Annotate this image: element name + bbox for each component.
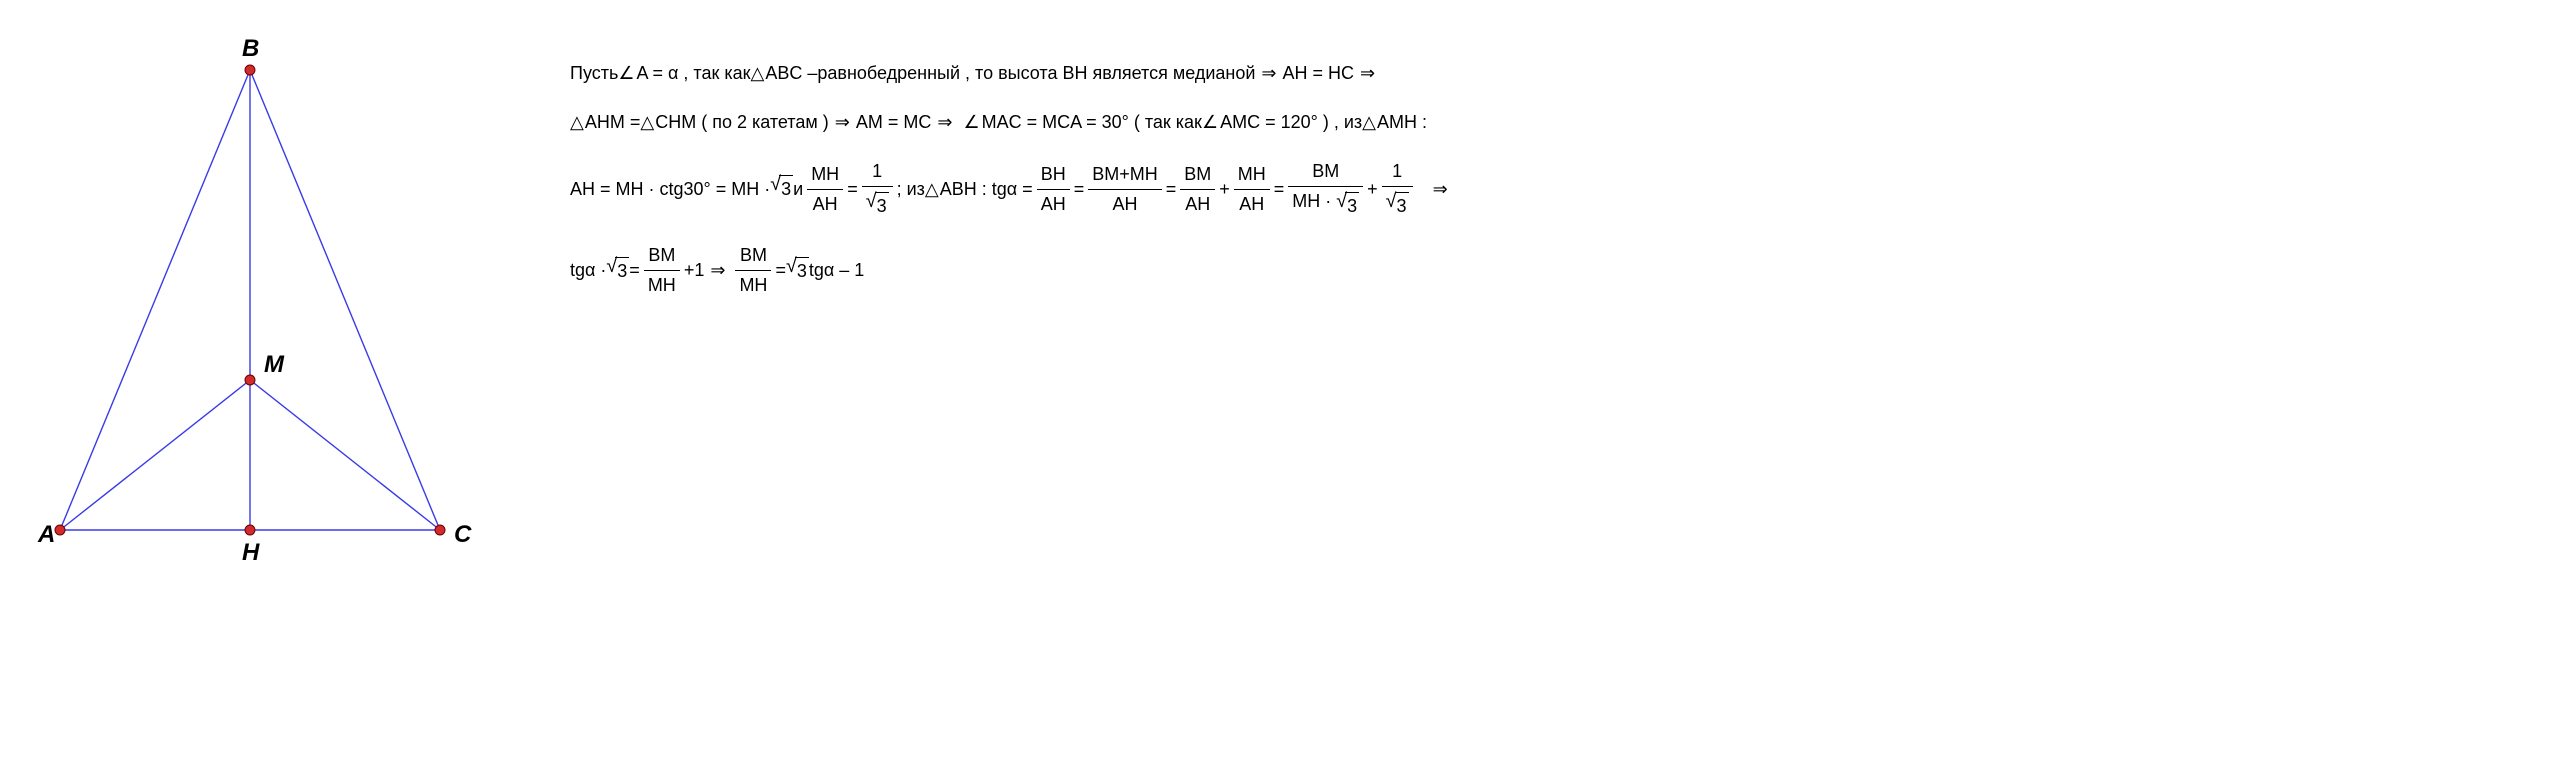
t2: +1 [684, 257, 705, 284]
sqrt-icon: √3 [606, 257, 629, 285]
angle-icon [1202, 109, 1220, 136]
implies-icon: ⇒ [710, 257, 725, 284]
triangle-diagram: A H C M B [20, 20, 490, 590]
sqrt-icon: √3 [786, 257, 809, 285]
eq: = [1074, 176, 1085, 203]
t1: AH = MH · ctg30° = MH · [570, 176, 770, 203]
fraction: BM MH [735, 242, 771, 299]
fraction: 1 √3 [862, 158, 893, 220]
eq: = [1274, 176, 1285, 203]
plus: + [1219, 176, 1230, 203]
eq: = [847, 176, 858, 203]
implies-icon: ⇒ [835, 109, 850, 136]
proof-line-2: AHM = CHM ( по 2 катетам ) ⇒ AM = MC ⇒ M… [570, 109, 1454, 136]
t3: tgα – 1 [809, 257, 864, 284]
fraction: MH AH [807, 161, 843, 218]
proof-line-1: Пусть A = α , так как ABC –равнобедренны… [570, 60, 1454, 87]
fraction: BH AH [1037, 161, 1070, 218]
implies-icon: ⇒ [1360, 60, 1375, 87]
svg-text:C: C [454, 521, 472, 548]
implies-icon: ⇒ [937, 109, 952, 136]
fraction: BM+MH AH [1088, 161, 1162, 218]
eq: = [629, 257, 640, 284]
implies-icon: ⇒ [1261, 60, 1276, 87]
t4: AH = HC [1283, 60, 1355, 87]
angle-icon [618, 60, 636, 87]
t3: AM = MC [856, 109, 932, 136]
t4: MAC = MCA = 30° ( так как [982, 109, 1202, 136]
t2: CHM ( по 2 катетам ) [655, 109, 829, 136]
triangle-icon [640, 109, 655, 136]
t1: AHM = [585, 109, 641, 136]
proof-line-3: AH = MH · ctg30° = MH · √3 и MH AH = 1 √… [570, 158, 1454, 220]
svg-text:H: H [242, 539, 260, 566]
t1: tgα · [570, 257, 606, 284]
sqrt-icon: √3 [770, 175, 793, 203]
eq: = [775, 257, 786, 284]
svg-text:B: B [242, 35, 259, 62]
triangle-icon [570, 109, 585, 136]
t6: AMH : [1377, 109, 1427, 136]
and: и [793, 176, 803, 203]
svg-text:A: A [37, 521, 55, 548]
implies-icon: ⇒ [1433, 176, 1448, 203]
sep: ; из [897, 176, 925, 203]
angle-icon [963, 109, 981, 136]
proof-line-4: tgα · √3 = BM MH +1 ⇒ BM MH = √3 tgα – 1 [570, 242, 1454, 299]
triangle-icon [925, 176, 940, 203]
fraction: 1 √3 [1382, 158, 1413, 220]
t5: AMC = 120° ) , из [1220, 109, 1362, 136]
proof-text: Пусть A = α , так как ABC –равнобедренны… [570, 20, 1454, 321]
eq: = [1166, 176, 1177, 203]
t2: A = α , так как [637, 60, 751, 87]
t2: ABH : tgα = [940, 176, 1033, 203]
plus: + [1367, 176, 1378, 203]
triangle-icon [751, 60, 766, 87]
t1: Пусть [570, 60, 618, 87]
fraction: BM MH [644, 242, 680, 299]
triangle-icon [1362, 109, 1377, 136]
t3: ABC –равнобедренный , то высота BH являе… [765, 60, 1255, 87]
fraction: BM MH · √3 [1288, 158, 1363, 220]
fraction: MH AH [1234, 161, 1270, 218]
svg-text:M: M [264, 351, 285, 378]
fraction: BM AH [1180, 161, 1215, 218]
